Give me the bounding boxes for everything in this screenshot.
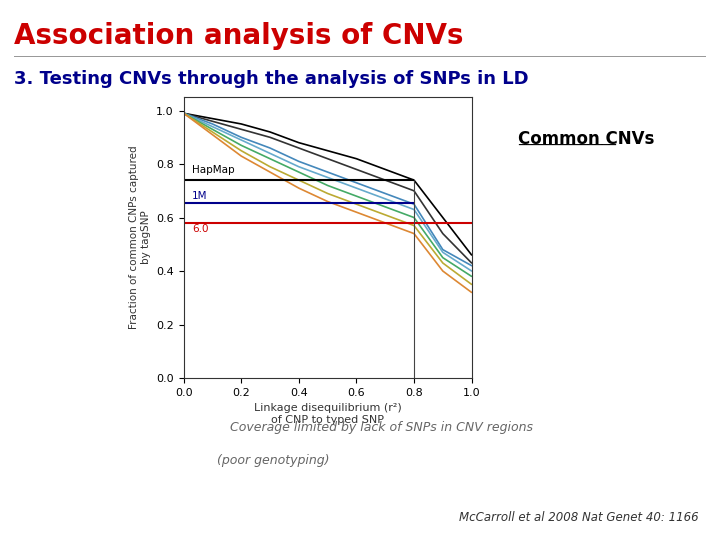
Text: Coverage limited by lack of SNPs in CNV regions: Coverage limited by lack of SNPs in CNV … <box>230 421 534 434</box>
Text: 6.0: 6.0 <box>192 224 209 234</box>
Text: HapMap: HapMap <box>192 165 235 175</box>
Text: Common CNVs: Common CNVs <box>518 130 654 147</box>
Text: Association analysis of CNVs: Association analysis of CNVs <box>14 22 464 50</box>
Y-axis label: Fraction of common CNPs captured
by tagSNP: Fraction of common CNPs captured by tagS… <box>129 146 150 329</box>
Text: 1M: 1M <box>192 192 208 201</box>
Text: ______________: ______________ <box>518 132 616 146</box>
X-axis label: Linkage disequilibrium (r²)
of CNP to typed SNP: Linkage disequilibrium (r²) of CNP to ty… <box>253 403 402 425</box>
Text: McCarroll et al 2008 Nat Genet 40: 1166: McCarroll et al 2008 Nat Genet 40: 1166 <box>459 511 698 524</box>
Text: (poor genotyping): (poor genotyping) <box>217 454 330 467</box>
Text: 3. Testing CNVs through the analysis of SNPs in LD: 3. Testing CNVs through the analysis of … <box>14 70 529 88</box>
